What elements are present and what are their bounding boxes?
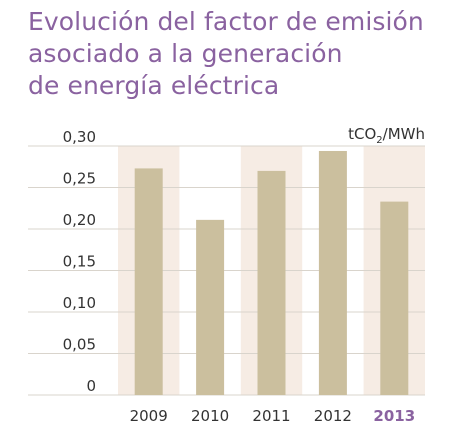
bar-2012 [318, 150, 347, 395]
unit-prefix: tCO [348, 125, 376, 143]
unit-subscript: 2 [376, 135, 382, 146]
bar-2010 [196, 219, 225, 395]
y-axis-tick-labels: 0 0,05 0,10 0,15 0,20 0,25 0,30 [63, 128, 96, 395]
x-tick-label-2009: 2009 [130, 407, 168, 425]
y-tick-label: 0,20 [63, 211, 96, 229]
x-tick-label-2010: 2010 [191, 407, 229, 425]
y-tick-label: 0,15 [63, 253, 96, 271]
unit-suffix: /MWh [383, 125, 425, 143]
title-line-3: de energía eléctrica [28, 71, 280, 100]
y-tick-label: 0,10 [63, 294, 96, 312]
bar-2009 [134, 168, 163, 395]
title-line-1: Evolución del factor de emisión [28, 7, 424, 36]
x-tick-label-2013: 2013 [373, 407, 415, 425]
bars [134, 150, 409, 395]
x-tick-label-2012: 2012 [314, 407, 352, 425]
y-tick-label: 0,25 [63, 170, 96, 188]
x-tick-label-2011: 2011 [252, 407, 290, 425]
title-line-2: asociado a la generación [28, 39, 343, 68]
chart-title: Evolución del factor de emisión asociado… [28, 6, 438, 102]
y-tick-label: 0,05 [63, 336, 96, 354]
gridlines [28, 145, 425, 396]
unit-label: tCO2/MWh [348, 125, 425, 146]
y-tick-label: 0,30 [63, 128, 96, 146]
y-tick-label: 0 [86, 377, 96, 395]
bar-2011 [257, 170, 286, 395]
x-axis-tick-labels: 2009 2010 2011 2012 2013 [130, 407, 416, 425]
bar-2013 [380, 201, 409, 395]
